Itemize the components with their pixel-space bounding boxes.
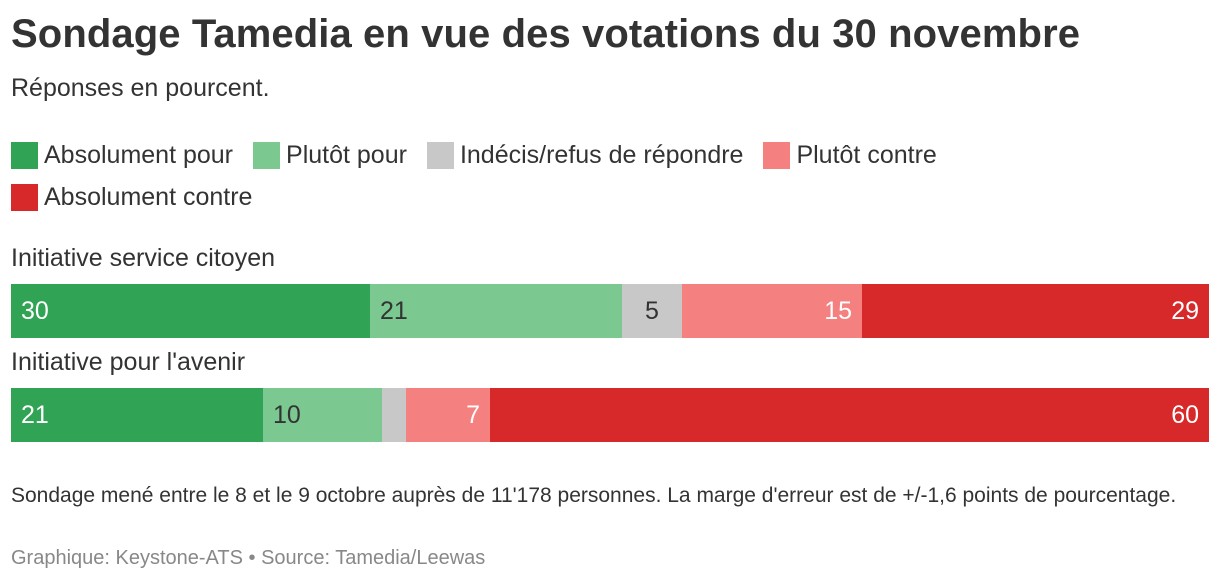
bar-segment-indecis-refus-de-repondre bbox=[382, 388, 406, 442]
legend-label: Plutôt contre bbox=[796, 140, 937, 169]
legend-label: Absolument pour bbox=[44, 140, 234, 169]
legend-label: Plutôt pour bbox=[286, 140, 407, 169]
legend-item-plutot-pour: Plutôt pour bbox=[253, 140, 407, 170]
bar-pour-avenir: 21 10 7 60 bbox=[11, 388, 1209, 442]
data-label: 5 bbox=[645, 296, 659, 325]
data-label: 30 bbox=[21, 296, 49, 325]
bar-segment-plutot-pour: 10 bbox=[263, 388, 382, 442]
legend-swatch bbox=[426, 141, 454, 169]
bar-segment-plutot-pour: 21 bbox=[370, 284, 622, 338]
legend: Absolument pour Plutôt pour Indécis/refus … bbox=[11, 140, 1191, 212]
legend-item-absolument-contre: Absolument contre bbox=[11, 182, 252, 212]
data-label: 21 bbox=[21, 400, 49, 429]
bar-segment-absolument-pour: 30 bbox=[11, 284, 370, 338]
data-label: 21 bbox=[380, 296, 408, 325]
data-label: 7 bbox=[466, 400, 480, 429]
legend-swatch bbox=[253, 141, 281, 169]
methodology-note: Sondage mené entre le 8 et le 9 octobre … bbox=[11, 484, 1177, 507]
bar-segment-plutot-contre: 15 bbox=[682, 284, 862, 338]
chart-subtitle: Réponses en pourcent. bbox=[11, 74, 270, 102]
legend-label: Indécis/refus de répondre bbox=[459, 140, 744, 169]
bar-segment-plutot-contre: 7 bbox=[406, 388, 490, 442]
legend-swatch bbox=[11, 183, 38, 211]
row-label-service-citoyen: Initiative service citoyen bbox=[11, 244, 276, 272]
bar-segment-indecis-refus-de-repondre: 5 bbox=[622, 284, 682, 338]
credits: Graphique: Keystone-ATS • Source: Tamedi… bbox=[11, 547, 486, 569]
bar-service-citoyen: 30 21 5 15 29 bbox=[11, 284, 1209, 338]
bar-segment-absolument-pour: 21 bbox=[11, 388, 263, 442]
bar-segment-absolument-contre: 60 bbox=[490, 388, 1209, 442]
data-label: 60 bbox=[1171, 400, 1199, 429]
legend-swatch bbox=[11, 141, 38, 169]
data-label: 29 bbox=[1171, 296, 1199, 325]
legend-label: Absolument contre bbox=[44, 182, 253, 211]
legend-item-absolument-pour: Absolument pour bbox=[11, 140, 233, 170]
legend-item-indecis-refus-de-repondre: Indécis/refus de répondre bbox=[426, 140, 744, 170]
legend-item-plutot-contre: Plutôt contre bbox=[763, 140, 937, 170]
data-label: 15 bbox=[824, 296, 852, 325]
legend-swatch bbox=[763, 141, 791, 169]
chart-title: Sondage Tamedia en vue des votations du … bbox=[11, 12, 1081, 56]
bar-segment-absolument-contre: 29 bbox=[862, 284, 1209, 338]
data-label: 10 bbox=[273, 400, 301, 429]
row-label-pour-avenir: Initiative pour l'avenir bbox=[11, 348, 246, 376]
